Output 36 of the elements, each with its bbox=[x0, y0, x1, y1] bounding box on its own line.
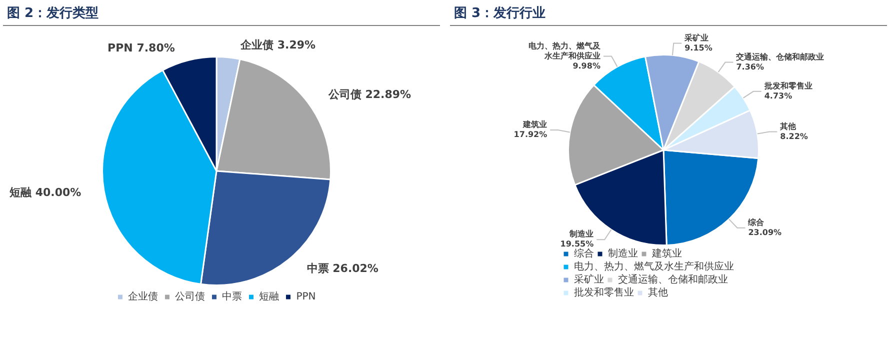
slice-label: 其他 bbox=[779, 122, 798, 131]
slice-label: 批发和零售业 bbox=[763, 82, 812, 90]
data-label: 23.09% bbox=[748, 228, 782, 237]
slice-label: 建筑业 bbox=[522, 120, 548, 130]
slice-label: 交通运输、仓储和邮政业 bbox=[735, 51, 824, 62]
chart-title: 图 3：发行行业 bbox=[450, 0, 887, 26]
data-label: 9.15% bbox=[684, 43, 712, 52]
legend-label: 短融 bbox=[259, 290, 280, 303]
slice-label: 制造业 bbox=[568, 230, 594, 239]
data-label: 17.92% bbox=[514, 130, 548, 140]
data-label: 9.98% bbox=[572, 61, 600, 70]
legend-label: 制造业 bbox=[608, 248, 638, 260]
slice-label: 采矿业 bbox=[684, 32, 709, 42]
data-label: 7.36% bbox=[736, 62, 764, 72]
legend-label: 采矿业 bbox=[574, 274, 604, 286]
legend-label: 其他 bbox=[648, 286, 668, 299]
legend-label: 交通运输、仓储和邮政业 bbox=[618, 274, 728, 286]
legend-label: PPN bbox=[296, 292, 316, 303]
slice-label: 综合 bbox=[747, 218, 766, 227]
category-label: 公司债 22.89% bbox=[328, 88, 412, 101]
category-label: PPN 7.80% bbox=[108, 41, 175, 54]
category-label: 企业债 3.29% bbox=[240, 38, 316, 52]
legend-label: 建筑业 bbox=[651, 248, 682, 260]
data-label: 8.22% bbox=[780, 132, 808, 141]
legend-label: 公司债 bbox=[175, 290, 206, 303]
category-label: 中票 26.02% bbox=[306, 262, 378, 276]
data-label: 19.55% bbox=[560, 240, 594, 249]
chart-title: 图 2：发行类型 bbox=[3, 0, 440, 26]
legend-label: 综合 bbox=[574, 248, 594, 260]
legend-label: 批发和零售业 bbox=[574, 286, 634, 299]
data-label: 4.73% bbox=[764, 92, 792, 100]
legend-label: 电力、热力、燃气及水生产和供应业 bbox=[574, 260, 734, 273]
legend-label: 企业债 bbox=[128, 290, 158, 303]
legend-label: 中票 bbox=[222, 290, 242, 303]
slice-label: 电力、热力、燃气及水生产和供应业 bbox=[528, 41, 602, 60]
category-label: 短融 40.00% bbox=[10, 186, 82, 199]
